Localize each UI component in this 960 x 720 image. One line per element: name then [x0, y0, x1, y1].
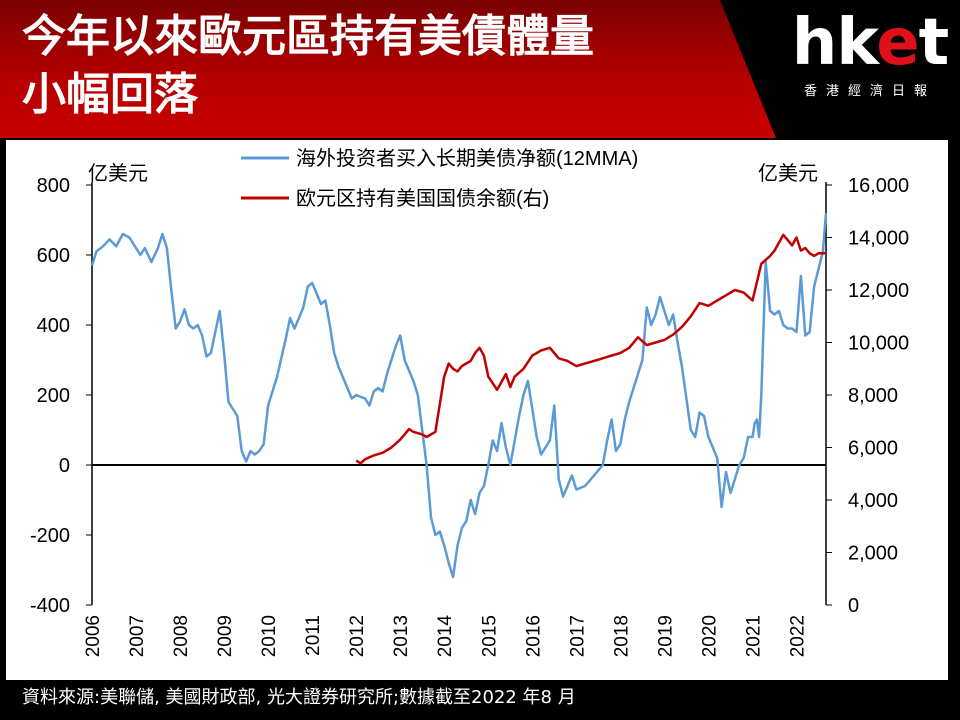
x-tick-label: 2007 [127, 615, 148, 657]
dual-axis-line-chart: 800 600 400 200 0 -200 -400 16,000 14,000 12,000 1… [30, 147, 909, 658]
x-tick-label: 2016 [523, 615, 544, 657]
logo-letter: k [836, 6, 877, 80]
right-tick-label: 0 [848, 595, 859, 617]
right-tick-label: 10,000 [848, 333, 909, 355]
series-line-1 [90, 212, 828, 579]
right-tick-label: 14,000 [848, 228, 909, 250]
logo-letter: h [791, 6, 838, 80]
title-line-2: 小幅回落 [22, 69, 198, 120]
logo-letter: t [918, 6, 950, 80]
left-tick-label: 800 [37, 175, 70, 197]
x-tick-label: 2008 [171, 615, 192, 657]
right-axis-unit: 亿美元 [758, 162, 818, 185]
logo-wordmark: hket [780, 8, 960, 78]
series-line-2 [355, 233, 826, 465]
x-tick-label: 2006 [83, 615, 104, 657]
x-tick-label: 2018 [611, 615, 632, 657]
x-tick-label: 2015 [479, 615, 500, 657]
x-tick-label: 2010 [259, 615, 280, 657]
right-tick-label: 6,000 [848, 438, 898, 460]
right-tick-label: 8,000 [848, 385, 898, 407]
page-title: 今年以來歐元區持有美債體量 小幅回落 [22, 8, 722, 124]
left-tick-label: -200 [30, 525, 70, 547]
x-tick-label: 2013 [391, 615, 412, 657]
x-tick-label: 2019 [655, 615, 676, 657]
left-tick-label: 200 [37, 385, 70, 407]
logo-subtitle: 香港經濟日報 [803, 84, 936, 99]
x-tick-label: 2020 [699, 615, 720, 657]
source-note: 資料來源:美聯儲, 美國財政部, 光大證券研究所;數據截至2022 年8 月 [22, 687, 576, 708]
left-tick-label: 0 [59, 455, 70, 477]
x-tick-label: 2011 [303, 615, 324, 656]
x-tick-label: 2021 [743, 615, 764, 657]
left-tick-label: 400 [37, 315, 70, 337]
legend-label-2: 欧元区持有美国国债余额(右) [296, 187, 549, 210]
title-line-1: 今年以來歐元區持有美債體量 [22, 11, 594, 62]
right-tick-label: 12,000 [848, 280, 909, 302]
chart-panel: 800 600 400 200 0 -200 -400 16,000 14,000 12,000 1… [6, 140, 948, 680]
legend-label-1: 海外投资者买入长期美债净额(12MMA) [296, 147, 638, 170]
logo-letter: e [876, 6, 919, 80]
x-tick-label: 2009 [215, 615, 236, 657]
x-tick-label: 2014 [435, 615, 456, 658]
right-tick-label: 2,000 [848, 543, 898, 565]
left-tick-label: 600 [37, 245, 70, 267]
hket-logo: hket 香港經濟日報 [780, 8, 960, 99]
x-tick-label: 2017 [567, 615, 588, 657]
right-tick-label: 16,000 [848, 175, 909, 197]
x-tick-label: 2022 [787, 615, 808, 657]
left-axis-unit: 亿美元 [88, 162, 148, 185]
right-tick-label: 4,000 [848, 490, 898, 512]
left-tick-label: -400 [30, 595, 70, 617]
x-tick-label: 2012 [347, 615, 368, 657]
